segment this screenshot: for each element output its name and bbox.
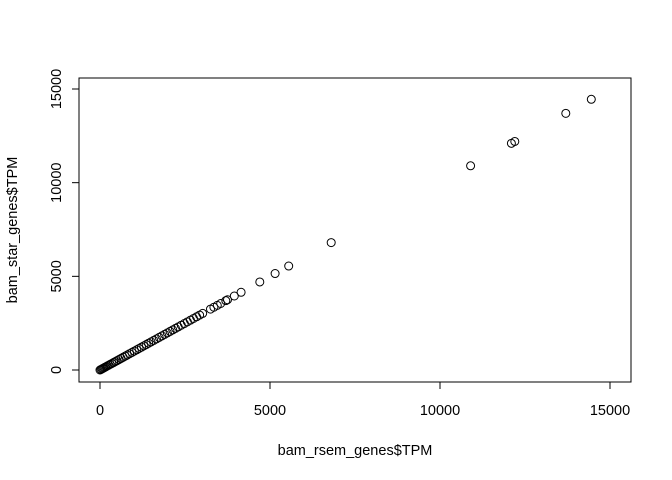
x-tick-label: 0 [96,403,104,419]
data-point [168,325,178,335]
data-point [146,337,156,347]
data-point [223,295,232,305]
data-point [139,341,149,351]
data-point [122,350,132,360]
data-point [165,326,175,336]
x-tick-label: 10000 [420,403,460,419]
data-point [255,277,265,287]
data-point [136,342,146,352]
data-point [160,329,170,339]
data-point [466,161,476,171]
data-point [141,340,151,350]
x-axis: 0 5000 10000 15000 [96,381,630,419]
data-point [586,94,596,104]
x-tick-label: 15000 [590,403,630,419]
data-point [134,343,144,353]
data-points [95,94,596,375]
data-point [149,335,159,345]
data-point [144,338,154,348]
data-point [154,332,164,342]
data-point [221,296,231,306]
y-axis-label: bam_star_genes$TPM [5,157,21,304]
y-tick-label: 5000 [49,260,65,292]
y-tick-label: 0 [49,366,65,374]
data-point [170,323,180,333]
data-point [151,334,161,344]
data-point [162,328,172,338]
data-point [127,347,137,357]
data-point [157,331,167,341]
x-tick-label: 5000 [254,403,286,419]
data-point [229,291,239,301]
data-point [270,269,280,279]
x-axis-label: bam_rsem_genes$TPM [278,443,433,459]
y-tick-label: 10000 [49,163,65,203]
data-point [326,238,336,248]
data-point [125,349,135,359]
data-point [510,136,520,146]
data-point [120,351,130,361]
data-point [561,108,571,118]
data-point [216,298,226,308]
data-point [132,345,142,355]
y-axis: 0 5000 10000 15000 [49,69,80,374]
data-point [198,308,208,318]
y-tick-label: 15000 [49,69,65,109]
data-point [129,346,139,356]
plot-frame [78,77,632,383]
data-point [236,287,246,297]
data-point [284,261,294,271]
